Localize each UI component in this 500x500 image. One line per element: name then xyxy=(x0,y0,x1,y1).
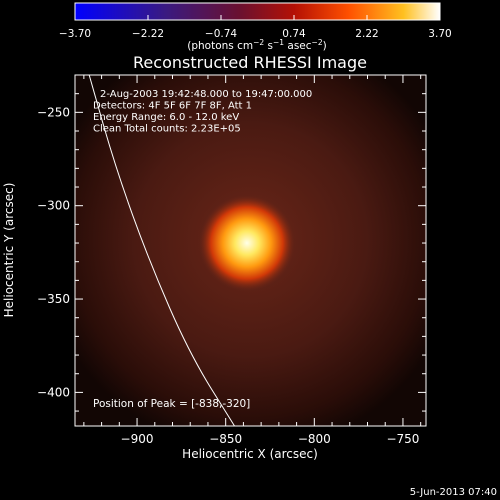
y-axis-ticks: −250 −300 −350 −400 xyxy=(37,93,426,412)
colorbar-tick-label: −3.70 xyxy=(59,28,91,40)
emission-peak xyxy=(198,195,295,292)
colorbar-unit-label: (photons cm−2 s−1 asec−2) xyxy=(187,38,326,52)
x-axis-ticks: −900 −850 −800 −750 xyxy=(83,75,422,446)
annotation-line: Detectors: 4F 5F 6F 7F 8F, Att 1 xyxy=(93,101,252,112)
y-tick-label: −250 xyxy=(37,105,70,119)
x-tick-label: −850 xyxy=(209,432,242,446)
y-axis-label: Heliocentric Y (arcsec) xyxy=(2,183,16,318)
annotation-block: 2-Aug-2003 19:42:48.000 to 19:47:00.000D… xyxy=(93,89,312,135)
annotation-line: Clean Total counts: 2.23E+05 xyxy=(93,124,241,135)
solar-limb-curve xyxy=(88,75,235,426)
peak-position-label: Position of Peak = [-838,-320] xyxy=(93,398,250,410)
y-tick-label: −300 xyxy=(37,199,70,213)
x-axis-label: Heliocentric X (arcsec) xyxy=(182,447,318,461)
annotation-line: Energy Range: 6.0 - 12.0 keV xyxy=(93,112,239,123)
x-tick-label: −750 xyxy=(386,432,419,446)
plot-frame xyxy=(74,74,427,427)
colorbar-tick-label: 2.22 xyxy=(355,28,378,40)
timestamp: 5-Jun-2013 07:40 xyxy=(410,487,497,498)
colorbar-tick-label: −0.74 xyxy=(205,28,237,40)
colorbar-tick-label: 0.74 xyxy=(282,28,306,40)
colorbar xyxy=(74,2,441,21)
colorbar-tick-label: 3.70 xyxy=(428,28,451,40)
colorbar-ticks: −3.70 −2.22 −0.74 0.74 2.22 3.70 xyxy=(59,15,452,40)
x-tick-label: −900 xyxy=(121,432,154,446)
annotation-line: 2-Aug-2003 19:42:48.000 to 19:47:00.000 xyxy=(100,89,312,100)
colorbar-tick-label: −2.22 xyxy=(132,28,164,40)
chart-title: Reconstructed RHESSI Image xyxy=(133,53,367,72)
y-tick-label: −350 xyxy=(37,292,70,306)
y-tick-label: −400 xyxy=(37,385,70,399)
x-tick-label: −800 xyxy=(298,432,331,446)
